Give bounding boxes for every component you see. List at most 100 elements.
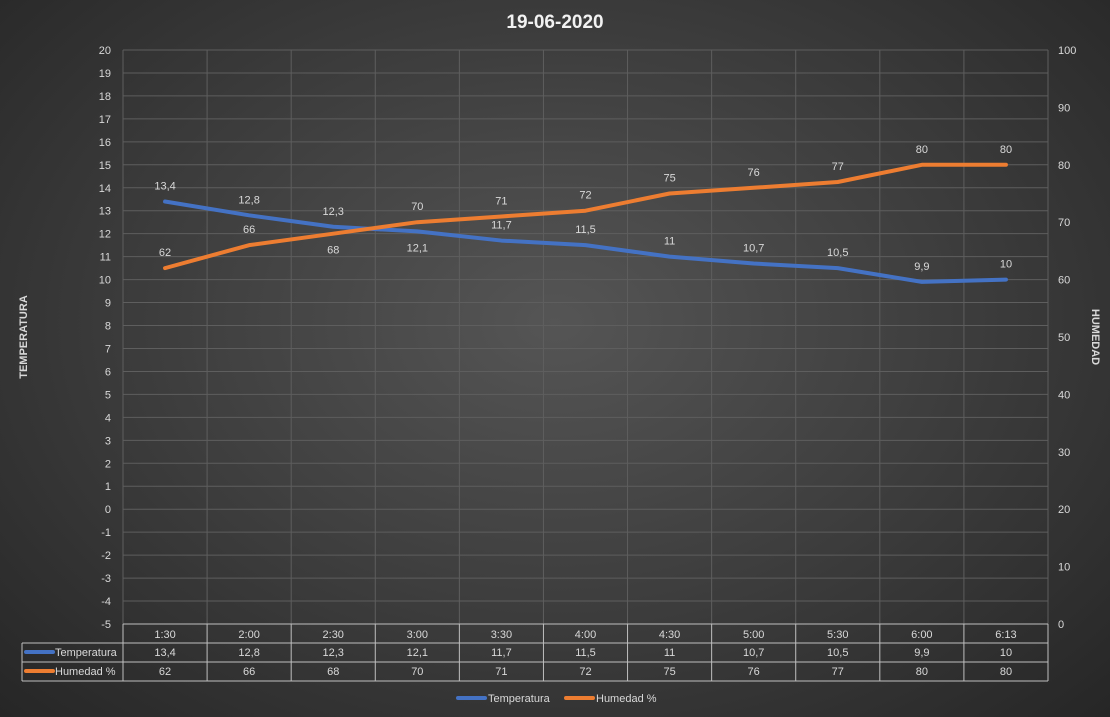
- y2-tick-label: 60: [1058, 275, 1070, 287]
- x-category-label: 5:30: [827, 629, 848, 641]
- data-label: 75: [663, 173, 675, 185]
- data-label: 77: [832, 161, 844, 173]
- table-cell: 10,7: [743, 647, 764, 659]
- x-category-label: 4:30: [659, 629, 680, 641]
- table-cell: 68: [327, 666, 339, 678]
- x-category-label: 3:30: [491, 629, 512, 641]
- data-label: 80: [916, 144, 928, 156]
- y-tick-label: 9: [105, 298, 111, 310]
- data-label: 66: [243, 224, 255, 236]
- y-tick-label: 7: [105, 343, 111, 355]
- y2-tick-label: 80: [1058, 160, 1070, 172]
- table-cell: 10,5: [827, 647, 848, 659]
- table-cell: 9,9: [914, 647, 929, 659]
- series-line-humedad-: [163, 162, 1008, 271]
- y-tick-label: 2: [105, 458, 111, 470]
- y2-tick-label: 50: [1058, 332, 1070, 344]
- table-cell: 11,7: [491, 647, 512, 659]
- table-cell: 72: [579, 666, 591, 678]
- table-cell: 62: [159, 666, 171, 678]
- data-label: 11,5: [575, 224, 596, 236]
- table-cell: 66: [243, 666, 255, 678]
- y2-tick-label: 100: [1058, 45, 1076, 57]
- y-tick-label: 6: [105, 366, 111, 378]
- y-tick-label: 14: [99, 183, 111, 195]
- table-cell: 12,3: [323, 647, 344, 659]
- y-tick-label: 3: [105, 435, 111, 447]
- data-label: 13,4: [154, 181, 175, 193]
- table-cell: 11,5: [575, 647, 596, 659]
- table-cell: 80: [1000, 666, 1012, 678]
- y-tick-label: 5: [105, 389, 111, 401]
- y-tick-label: 16: [99, 137, 111, 149]
- legend-label: Humedad %: [596, 693, 657, 705]
- y-tick-label: 10: [99, 275, 111, 287]
- y-tick-label: 8: [105, 321, 111, 333]
- y-tick-label: -5: [101, 619, 111, 631]
- table-cell: 12,8: [238, 647, 259, 659]
- x-category-label: 3:00: [407, 629, 428, 641]
- data-label: 11,7: [491, 220, 512, 232]
- y-tick-label: 20: [99, 45, 111, 57]
- x-category-label: 6:00: [911, 629, 932, 641]
- x-category-label: 2:30: [323, 629, 344, 641]
- data-label: 10,5: [827, 247, 848, 259]
- y-tick-label: 13: [99, 206, 111, 218]
- y-tick-label: 18: [99, 91, 111, 103]
- y-tick-label: -4: [101, 596, 111, 608]
- y-tick-label: 15: [99, 160, 111, 172]
- x-category-label: 5:00: [743, 629, 764, 641]
- table-cell: 71: [495, 666, 507, 678]
- series-line-temperatura: [163, 199, 1008, 284]
- table-cell: 80: [916, 666, 928, 678]
- y2-tick-label: 70: [1058, 217, 1070, 229]
- table-cell: 77: [832, 666, 844, 678]
- x-category-label: 4:00: [575, 629, 596, 641]
- y-tick-label: 17: [99, 114, 111, 126]
- legend-label: Temperatura: [488, 693, 551, 705]
- table-series-name: Temperatura: [55, 647, 118, 659]
- data-label: 62: [159, 247, 171, 259]
- data-label: 11: [664, 236, 675, 248]
- x-category-label: 2:00: [238, 629, 259, 641]
- data-label: 10: [1000, 259, 1012, 271]
- data-label: 70: [411, 201, 423, 213]
- y-tick-label: 19: [99, 68, 111, 80]
- y-tick-label: 1: [105, 481, 111, 493]
- y2-tick-label: 40: [1058, 389, 1070, 401]
- chart-title: 19-06-2020: [506, 12, 603, 33]
- data-label: 71: [495, 195, 507, 207]
- y-tick-label: -3: [101, 573, 111, 585]
- y-tick-label: 11: [100, 252, 111, 264]
- y2-tick-label: 0: [1058, 619, 1064, 631]
- table-cell: 10: [1000, 647, 1012, 659]
- data-label: 72: [579, 190, 591, 202]
- y-tick-label: 4: [105, 412, 111, 424]
- y-tick-label: 0: [105, 504, 111, 516]
- y2-tick-label: 20: [1058, 504, 1070, 516]
- table-cell: 76: [748, 666, 760, 678]
- table-cell: 11: [664, 647, 675, 659]
- data-label: 80: [1000, 144, 1012, 156]
- y2-axis-title: HUMEDAD: [1089, 309, 1101, 365]
- y2-tick-label: 10: [1058, 562, 1070, 574]
- y-axis-title: TEMPERATURA: [18, 295, 30, 379]
- table-cell: 12,1: [407, 647, 428, 659]
- data-label: 76: [748, 167, 760, 179]
- x-category-label: 1:30: [154, 629, 175, 641]
- data-label: 10,7: [743, 243, 764, 255]
- x-category-label: 6:13: [995, 629, 1016, 641]
- table-series-name: Humedad %: [55, 666, 116, 678]
- y2-tick-label: 90: [1058, 102, 1070, 114]
- data-label: 12,8: [238, 194, 259, 206]
- y-tick-label: -1: [101, 527, 111, 539]
- data-label: 12,1: [407, 242, 428, 254]
- table-cell: 70: [411, 666, 423, 678]
- y-tick-label: 12: [99, 229, 111, 241]
- y-tick-label: -2: [101, 550, 111, 562]
- data-label: 12,3: [323, 206, 344, 218]
- y2-tick-label: 30: [1058, 447, 1070, 459]
- data-label: 68: [327, 245, 339, 257]
- table-cell: 75: [663, 666, 675, 678]
